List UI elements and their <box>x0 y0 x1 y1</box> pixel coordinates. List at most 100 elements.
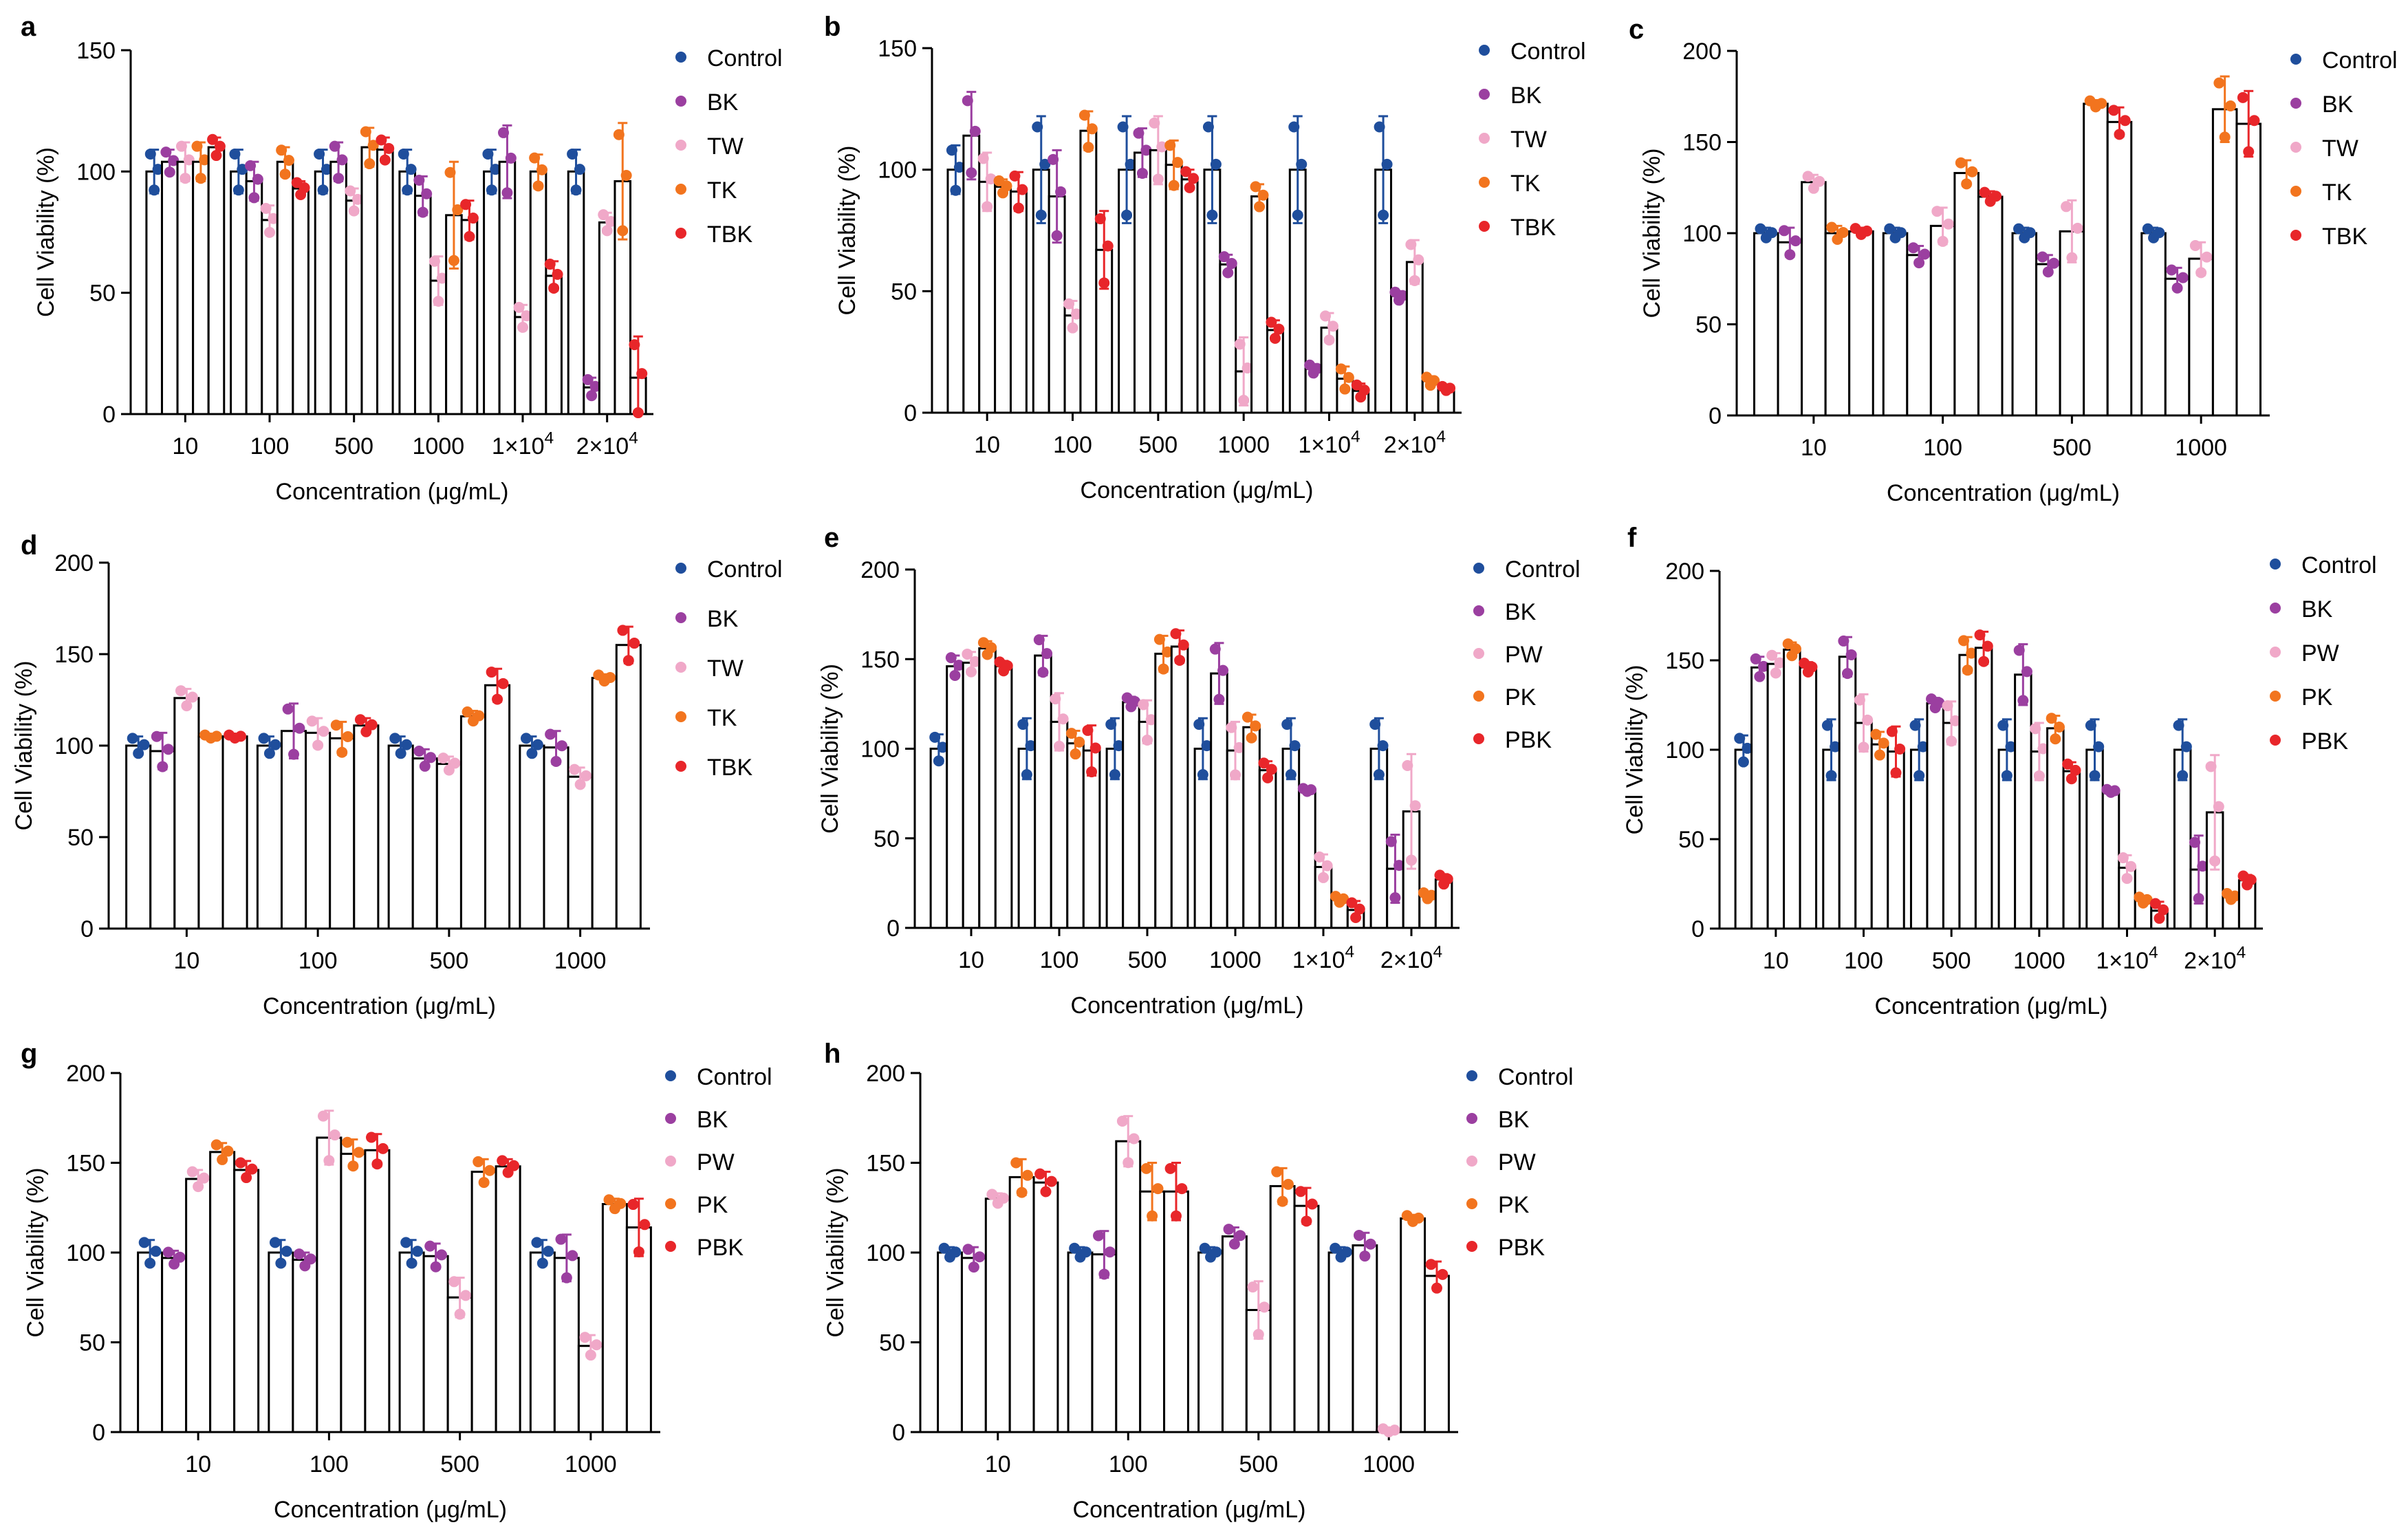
data-point <box>193 1181 204 1193</box>
data-point <box>1946 735 1957 747</box>
data-point <box>486 184 497 196</box>
data-point <box>417 206 429 218</box>
bar <box>173 697 200 930</box>
data-point <box>1413 1212 1424 1224</box>
bar <box>2235 122 2261 417</box>
data-point <box>365 1131 377 1143</box>
legend-marker <box>1479 45 1490 56</box>
data-point <box>462 706 473 718</box>
y-tick-label: 200 <box>1682 39 1722 65</box>
data-point <box>1170 1210 1182 1222</box>
panel-label: e <box>824 523 839 553</box>
data-point <box>1305 784 1317 796</box>
data-point <box>632 407 644 419</box>
y-tick-label: 50 <box>67 825 94 851</box>
data-point <box>1136 167 1148 179</box>
x-tick-label: 1000 <box>2175 435 2227 461</box>
data-point <box>329 1129 340 1141</box>
bar <box>1777 241 1803 417</box>
bar <box>545 274 563 415</box>
bar <box>1906 254 1932 417</box>
bar <box>292 187 310 415</box>
data-point <box>1406 854 1417 866</box>
legend-label: PK <box>2301 684 2333 711</box>
data-point <box>555 1233 567 1245</box>
data-point <box>1116 1115 1128 1127</box>
data-point <box>210 730 222 742</box>
data-point <box>294 722 305 734</box>
data-point <box>1907 242 1919 254</box>
data-point <box>1327 321 1338 332</box>
legend-label: TW <box>2322 136 2358 162</box>
data-point <box>183 154 195 166</box>
data-point <box>1164 1162 1176 1174</box>
chart-panel-b: b 0 50 100 150 Cell Viability (%) Concentratio… <box>824 12 1586 503</box>
data-point <box>333 173 345 184</box>
data-point <box>2037 251 2048 263</box>
data-point <box>342 730 354 742</box>
bar <box>1154 652 1173 929</box>
x-tick-label: 100 <box>1109 1451 1148 1477</box>
legend-label: TBK <box>2322 224 2367 250</box>
bar <box>1008 1176 1035 1433</box>
bar <box>1352 1244 1378 1433</box>
data-point <box>245 160 257 171</box>
data-point <box>437 752 449 764</box>
bar <box>233 1169 260 1433</box>
data-point <box>1942 700 1953 712</box>
data-point <box>1089 742 1101 754</box>
data-point <box>1273 323 1285 335</box>
bar <box>345 199 363 415</box>
data-point <box>151 730 162 742</box>
bar <box>498 160 517 415</box>
data-point <box>501 187 513 199</box>
bar <box>519 744 545 930</box>
legend-label: BK <box>707 606 739 632</box>
bar <box>601 1203 628 1433</box>
x-tick-label: 100 <box>310 1451 349 1477</box>
data-point <box>1048 153 1059 165</box>
data-point <box>1949 715 1961 726</box>
data-point <box>2062 758 2074 770</box>
data-point <box>430 1261 442 1272</box>
x-tick-label: 500 <box>430 948 469 974</box>
bar <box>1783 648 1801 930</box>
data-point <box>548 282 560 294</box>
data-point <box>617 625 629 636</box>
data-point <box>1109 769 1120 781</box>
data-point <box>586 390 598 402</box>
data-point <box>1982 640 1993 652</box>
data-point <box>605 215 617 227</box>
bar <box>376 149 394 415</box>
data-point <box>1909 719 1921 731</box>
data-point <box>2125 860 2137 872</box>
data-point <box>1032 121 1043 133</box>
data-point <box>305 1253 316 1265</box>
bar <box>1854 722 1873 930</box>
data-point <box>2195 267 2207 279</box>
data-point <box>2177 770 2189 781</box>
data-point <box>953 162 965 173</box>
data-point <box>330 719 342 731</box>
data-point <box>490 164 501 175</box>
data-point <box>1233 741 1245 753</box>
data-point <box>1082 724 1094 736</box>
data-point <box>1209 643 1221 655</box>
data-point <box>1241 711 1253 723</box>
data-point <box>1937 235 1949 247</box>
data-point <box>260 202 272 214</box>
data-point <box>383 142 395 154</box>
bar <box>460 219 479 415</box>
data-point <box>591 1339 603 1351</box>
bar <box>529 170 547 415</box>
bar <box>207 146 226 415</box>
legend-marker <box>675 52 686 63</box>
y-tick-label: 50 <box>89 281 116 307</box>
data-point <box>505 152 517 164</box>
legend-label: PW <box>697 1149 735 1176</box>
data-point <box>570 184 582 196</box>
x-tick-label: 2×104 <box>1380 943 1442 973</box>
data-point <box>283 155 294 166</box>
data-point <box>497 678 509 689</box>
legend-marker <box>2270 647 2281 658</box>
